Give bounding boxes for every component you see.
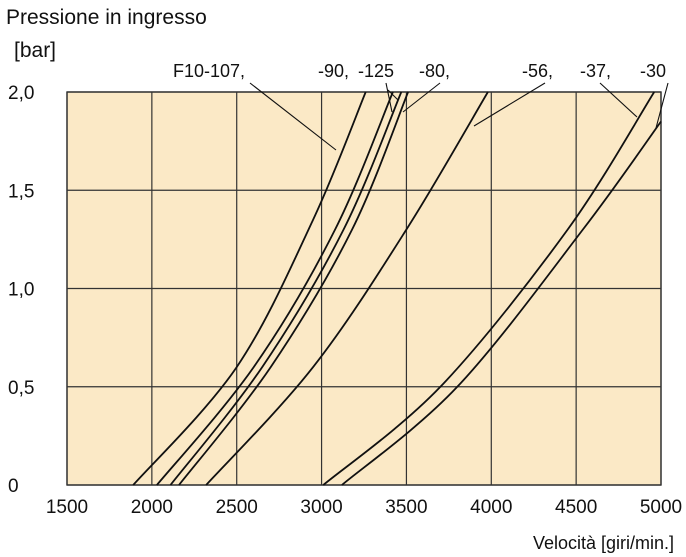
x-tick-label: 4000 [470,497,512,518]
x-tick-label: 1500 [46,497,88,518]
y-tick-label: 0 [8,476,19,497]
label-leader-5 [599,82,638,118]
series-label-1: -90, [318,61,349,81]
series-label-5: -37, [580,61,611,81]
y-tick-label: 1,5 [8,181,34,202]
series-label-0: F10-107, [173,61,245,81]
series-label-3: -80, [419,61,450,81]
x-tick-label: 3500 [385,497,427,518]
y-tick-label: 0,5 [8,378,34,399]
x-tick-label: 2500 [216,497,258,518]
series-label-4: -56, [522,61,553,81]
series-curve-4 [205,91,489,486]
label-leader-0 [249,82,337,151]
y-axis-label-line1: Pressione in ingresso [6,6,207,29]
label-leaders [249,82,669,151]
x-tick-label: 5000 [640,497,682,518]
x-tick-label: 4500 [555,497,597,518]
series-label-6: -30 [640,61,666,81]
series-label-2: -125 [358,61,394,81]
series-labels: F10-107, -90, -125 -80, -56, -37, -30 [173,61,666,81]
series-curve-1 [156,91,394,486]
label-leader-2 [387,89,399,101]
grid [66,91,662,486]
series-curve-0 [132,91,367,486]
label-leader-3 [402,82,441,113]
curves [132,91,662,486]
y-axis-label-line2: [bar] [14,39,56,62]
x-tick-label: 3000 [300,497,342,518]
series-curve-5 [322,91,655,486]
y-tick-label: 2,0 [8,83,34,104]
label-leader-1 [385,82,393,113]
x-tick-label: 2000 [131,497,173,518]
label-leader-6 [655,82,669,129]
series-curve-6 [341,120,662,486]
x-axis-label: Velocità [giri/min.] [533,533,674,553]
y-tick-label: 1,0 [8,280,34,301]
series-curve-2 [169,91,403,486]
tick-labels: 1500 2000 2500 3000 3500 4000 4500 5000 0 0,5 1,0 1… [8,83,682,518]
label-leader-4 [473,82,546,127]
series-curve-3 [178,91,409,486]
